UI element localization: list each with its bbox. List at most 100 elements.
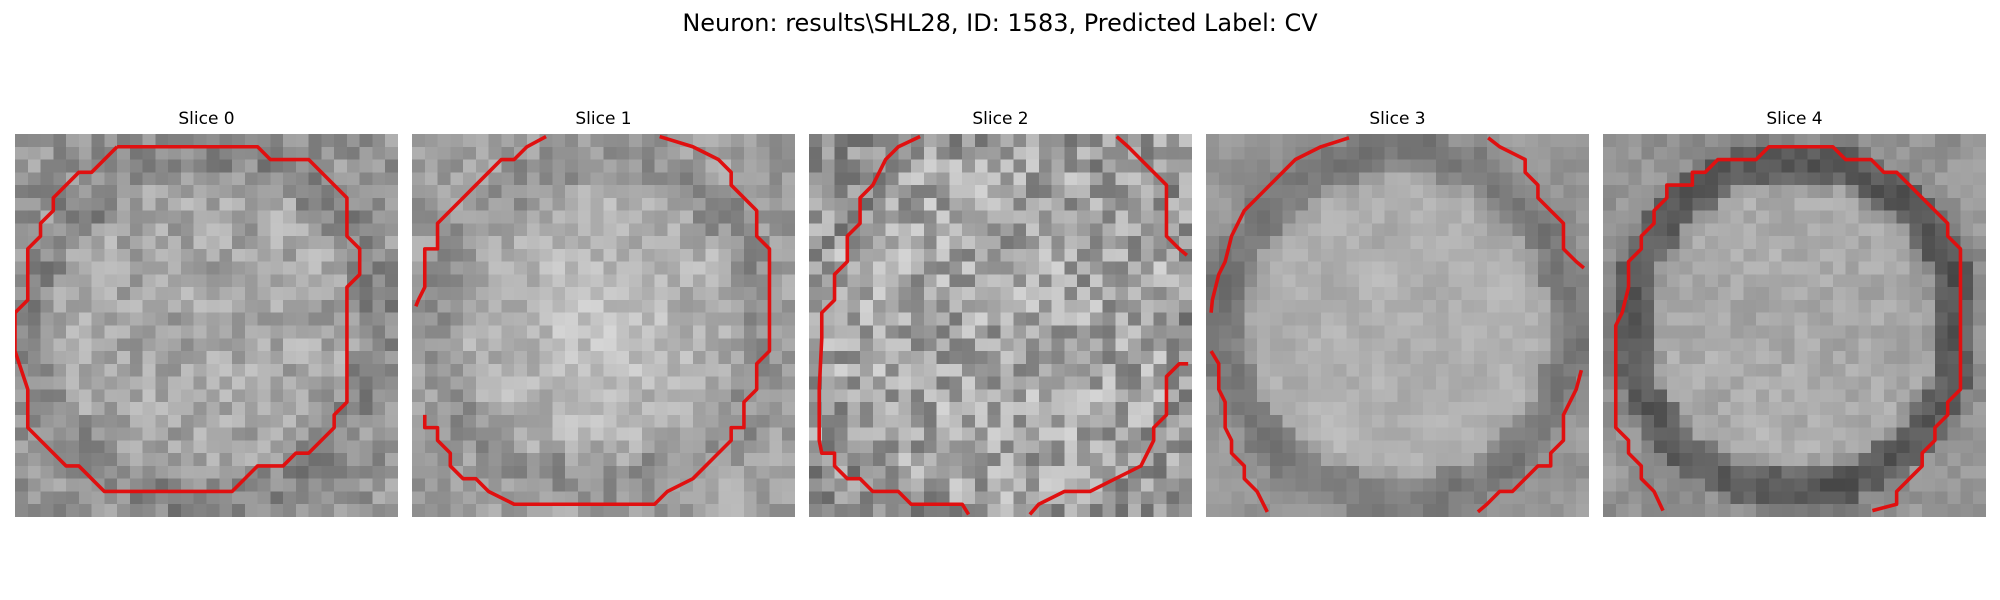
slice-pixel — [821, 453, 835, 467]
slice-pixel — [1909, 223, 1923, 237]
slice-pixel — [577, 236, 591, 250]
slice-pixel — [1628, 146, 1642, 160]
slice-pixel — [1140, 223, 1154, 237]
slice-pixel — [53, 274, 67, 288]
slice-pixel — [1781, 197, 1795, 211]
slice-pixel — [1486, 402, 1500, 416]
slice-pixel — [308, 134, 322, 148]
slice-pixel — [270, 287, 284, 301]
slice-pixel — [705, 363, 719, 377]
slice-pixel — [1896, 440, 1910, 454]
slice-pixel — [667, 223, 681, 237]
slice-pixel — [270, 248, 284, 262]
slice-pixel — [1115, 146, 1129, 160]
slice-pixel — [346, 223, 360, 237]
slice-pixel — [53, 414, 67, 428]
slice-pixel — [295, 465, 309, 479]
slice-pixel — [1717, 287, 1731, 301]
slice-pixel — [385, 402, 398, 416]
slice-pixel — [1768, 427, 1782, 441]
slice-pixel — [1871, 363, 1885, 377]
slice-pixel — [1525, 274, 1539, 288]
slice-pixel — [1615, 338, 1629, 352]
slice-pixel — [155, 287, 169, 301]
slice-pixel — [308, 478, 322, 492]
slice-pixel — [1909, 376, 1923, 390]
slice-pixel — [577, 287, 591, 301]
slice-pixel — [1371, 453, 1385, 467]
slice-pixel — [1346, 325, 1360, 339]
slice-pixel — [1397, 287, 1411, 301]
slice-pixel — [475, 134, 489, 148]
slice-pixel — [193, 504, 207, 517]
slice-pixel — [1705, 210, 1719, 224]
slice-pixel — [1371, 427, 1385, 441]
slice-pixel — [911, 351, 925, 365]
slice-pixel — [1371, 185, 1385, 199]
slice-pixel — [1153, 261, 1167, 275]
slice-pixel — [66, 491, 80, 505]
slice-pixel — [1705, 287, 1719, 301]
slice-pixel — [731, 376, 745, 390]
slice-pixel — [949, 197, 963, 211]
slice-pixel — [1038, 287, 1052, 301]
slice-pixel — [450, 402, 464, 416]
slice-pixel — [1641, 248, 1655, 262]
slice-pixel — [629, 299, 643, 313]
slice-pixel — [1077, 427, 1091, 441]
slice-pixel — [1692, 197, 1706, 211]
slice-pixel — [1871, 274, 1885, 288]
slice-pixel — [1282, 312, 1296, 326]
slice-pixel — [974, 465, 988, 479]
slice-pixel — [1576, 146, 1589, 160]
slice-pixel — [1832, 478, 1846, 492]
slice-pixel — [1820, 427, 1834, 441]
slice-pixel — [1397, 299, 1411, 313]
slice-pixel — [974, 363, 988, 377]
slice-pixel — [1641, 389, 1655, 403]
slice-pixel — [206, 197, 220, 211]
slice-pixel — [1038, 376, 1052, 390]
slice-pixel — [1781, 210, 1795, 224]
slice-pixel — [1512, 261, 1526, 275]
slice-pixel — [1269, 491, 1283, 505]
slice-pixel — [514, 351, 528, 365]
slice-pixel — [206, 376, 220, 390]
slice-pixel — [1705, 465, 1719, 479]
slice-pixel — [514, 274, 528, 288]
slice-pixel — [1794, 236, 1808, 250]
slice-pixel — [1615, 440, 1629, 454]
slice-pixel — [987, 159, 1001, 173]
slice-pixel — [872, 223, 886, 237]
slice-pixel — [1973, 146, 1986, 160]
slice-pixel — [539, 210, 553, 224]
slice-pixel — [1896, 389, 1910, 403]
slice-pixel — [885, 236, 899, 250]
slice-pixel — [1128, 236, 1142, 250]
slice-pixel — [1257, 389, 1271, 403]
slice-pixel — [168, 197, 182, 211]
slice-pixel — [1756, 210, 1770, 224]
slice-pixel — [1474, 453, 1488, 467]
slice-pixel — [743, 376, 757, 390]
slice-pixel — [974, 491, 988, 505]
slice-pixel — [834, 134, 848, 148]
slice-pixel — [1717, 363, 1731, 377]
slice-pixel — [654, 223, 668, 237]
slice-pixel — [654, 325, 668, 339]
slice-pixel — [1384, 236, 1398, 250]
slice-pixel — [1026, 363, 1040, 377]
slice-pixel — [705, 236, 719, 250]
slice-pixel — [539, 146, 553, 160]
slice-pixel — [539, 504, 553, 517]
slice-pixel — [1845, 146, 1859, 160]
slice-pixel — [1384, 134, 1398, 148]
slice-pixel — [1563, 210, 1577, 224]
slice-pixel — [488, 402, 502, 416]
slice-pixel — [1435, 465, 1449, 479]
slice-pixel — [232, 402, 246, 416]
slice-pixel — [1308, 389, 1322, 403]
slice-pixel — [1166, 261, 1180, 275]
slice-pixel — [1206, 261, 1220, 275]
slice-pixel — [168, 299, 182, 313]
